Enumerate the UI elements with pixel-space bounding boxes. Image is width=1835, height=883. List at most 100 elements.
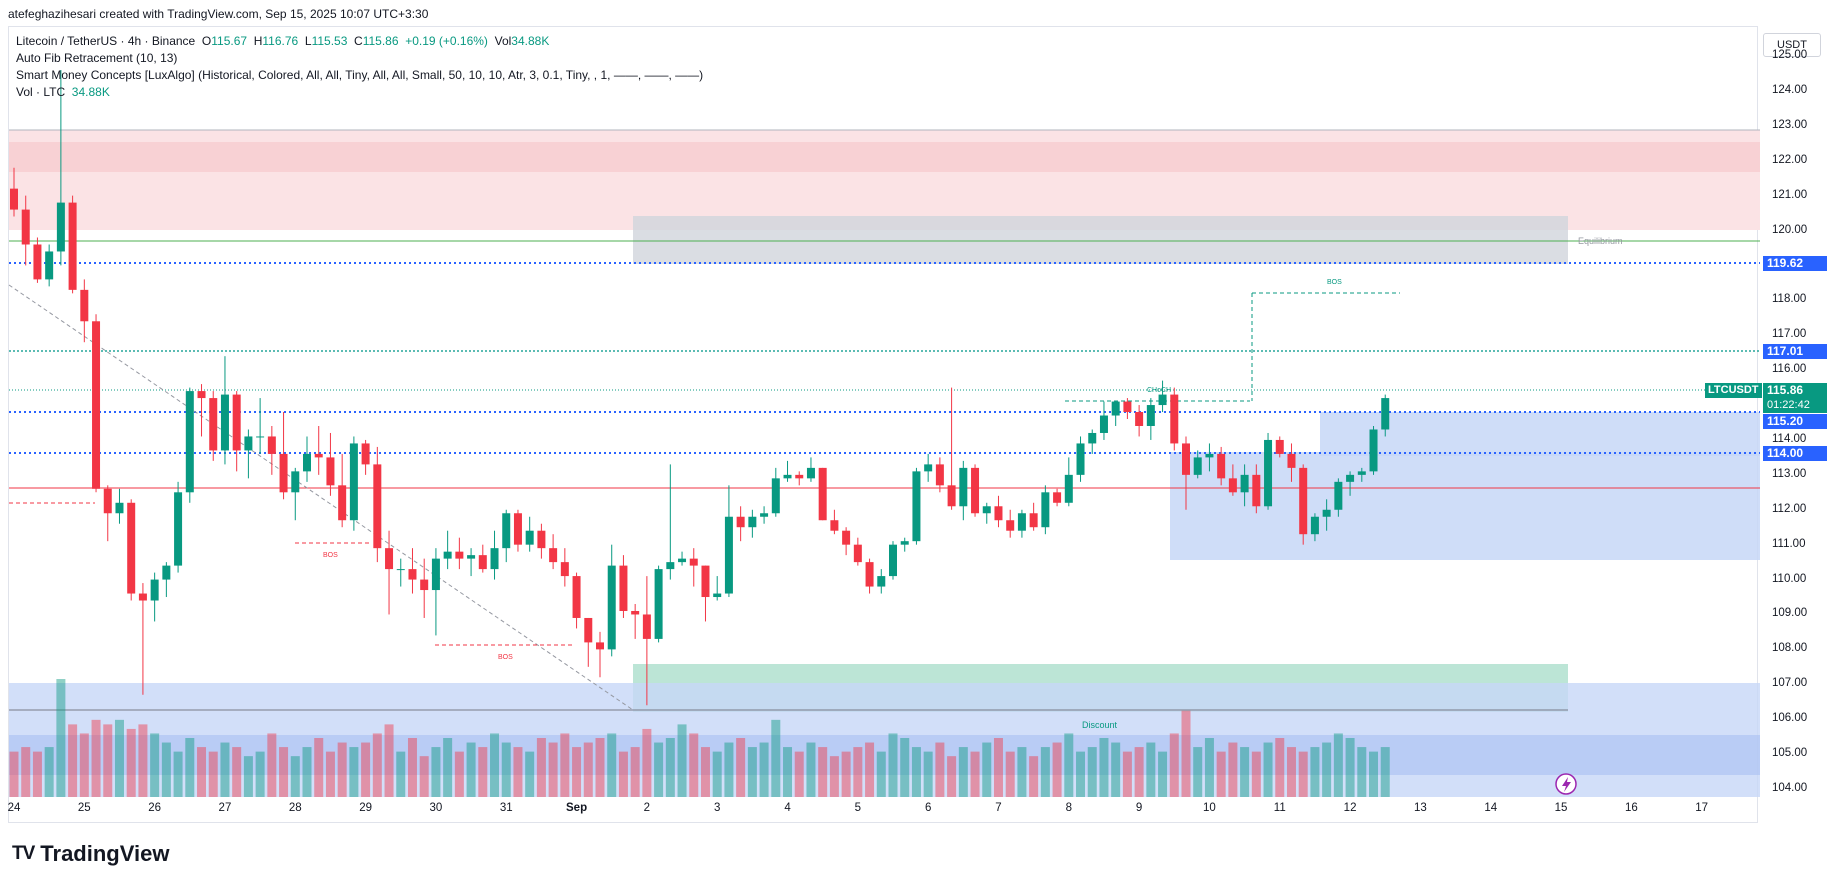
volume-bar (197, 747, 207, 797)
volume-bar (712, 751, 722, 797)
candle (1029, 502, 1038, 531)
indicator-fib-row[interactable]: Auto Fib Retracement (10, 13) (16, 51, 178, 65)
candle (256, 398, 265, 454)
volume-bar (161, 742, 171, 797)
candle (197, 384, 206, 437)
candle (1182, 436, 1190, 510)
candle (959, 460, 968, 521)
volume-bar (1322, 742, 1332, 797)
tradingview-brand[interactable]: TV TradingView (12, 841, 169, 867)
candle (396, 558, 405, 587)
candle (267, 425, 276, 475)
volume-bar (841, 751, 851, 797)
volume-bar (853, 747, 863, 797)
discount-zone-inner (9, 735, 1760, 775)
volume-bar (689, 733, 699, 797)
bos-label-2: BOS (498, 654, 513, 661)
volume-bar (1181, 710, 1191, 797)
symbol-ohlc-row[interactable]: Litecoin / TetherUS · 4h · Binance O115.… (16, 34, 550, 48)
candle (1217, 446, 1226, 486)
price-axis-tick: 120.00 (1772, 223, 1808, 236)
volume-bar (607, 733, 617, 797)
candle (1041, 485, 1050, 535)
choch-label: CHoCH (1147, 387, 1171, 394)
volume-indicator-label: Vol · LTC (16, 85, 66, 99)
lightning-icon[interactable] (1555, 773, 1577, 795)
volume-bar (454, 751, 464, 797)
currency-selector[interactable]: USDT (1763, 33, 1821, 57)
equilibrium-label: Equilibrium (1578, 236, 1623, 246)
candle (1146, 398, 1155, 440)
candle (1264, 432, 1273, 510)
candle (724, 485, 733, 598)
candle (361, 439, 370, 475)
volume-bar (654, 742, 664, 797)
candle (1287, 443, 1296, 482)
time-axis-tick: 24 (7, 802, 21, 814)
time-axis-tick: 10 (1203, 802, 1216, 814)
candle (21, 195, 30, 266)
indicator-volume-row[interactable]: Vol · LTC 34.88K (16, 84, 703, 101)
volume-bar (1251, 751, 1261, 797)
volume-bar (618, 751, 628, 797)
volume-bar (829, 756, 839, 797)
volume-bar (32, 751, 42, 797)
volume-bar (114, 719, 124, 797)
volume-bar (923, 751, 933, 797)
volume-bar (806, 742, 816, 797)
volume-bar (1122, 751, 1132, 797)
candle (642, 576, 651, 706)
candle (994, 495, 1003, 528)
candle (912, 467, 921, 545)
volume-bar (1369, 751, 1379, 797)
volume-bar (337, 742, 347, 797)
volume-bar (138, 724, 148, 797)
volume-bar (1263, 742, 1273, 797)
volume-bar (361, 742, 371, 797)
candle (513, 509, 522, 552)
volume-bar (9, 751, 19, 797)
high-value: 116.76 (262, 34, 299, 48)
open-value: 115.67 (211, 34, 248, 48)
candle (560, 548, 569, 587)
price-axis-tick: 105.00 (1772, 747, 1808, 760)
volume-bar (255, 751, 265, 797)
price-tag-114: 114.00 (1763, 446, 1827, 461)
symbol-price-tag: LTCUSDT (1705, 383, 1762, 398)
candle (127, 499, 136, 601)
candle (795, 471, 804, 486)
volume-bar (911, 747, 921, 797)
candle (80, 279, 89, 343)
volume-bar (314, 738, 324, 797)
volume-bar (947, 756, 957, 797)
candle (220, 356, 229, 465)
candle (853, 537, 862, 566)
volume-bar (935, 742, 945, 797)
close-value: 115.86 (362, 34, 399, 48)
volume-bar (736, 738, 746, 797)
volume-bar (700, 747, 710, 797)
symbol-description[interactable]: Litecoin / TetherUS · 4h · Binance (16, 34, 196, 48)
candle (1006, 509, 1015, 538)
candle (713, 576, 722, 601)
volume-bar (1111, 742, 1121, 797)
price-tag-115: 115.20 (1763, 414, 1827, 429)
attribution-text: atefeghazihesari created with TradingVie… (8, 7, 429, 21)
candle (1170, 387, 1179, 451)
candles (10, 69, 1390, 706)
price-tag-117: 117.01 (1763, 344, 1827, 359)
last-price-tag: 115.86 (1763, 383, 1827, 398)
volume-bar (1064, 733, 1074, 797)
volume-bar (1158, 751, 1168, 797)
volume-bar (1169, 733, 1179, 797)
price-axis-tick: 122.00 (1772, 153, 1808, 166)
volume-bar (279, 747, 289, 797)
candle (408, 548, 417, 594)
premium-zone-inner (9, 142, 1760, 172)
candle (549, 534, 558, 570)
volume-bar (1193, 747, 1203, 797)
volume-bar (982, 742, 992, 797)
volume-bar (103, 724, 113, 797)
indicator-smc-row[interactable]: Smart Money Concepts [LuxAlgo] (Historic… (16, 68, 704, 82)
